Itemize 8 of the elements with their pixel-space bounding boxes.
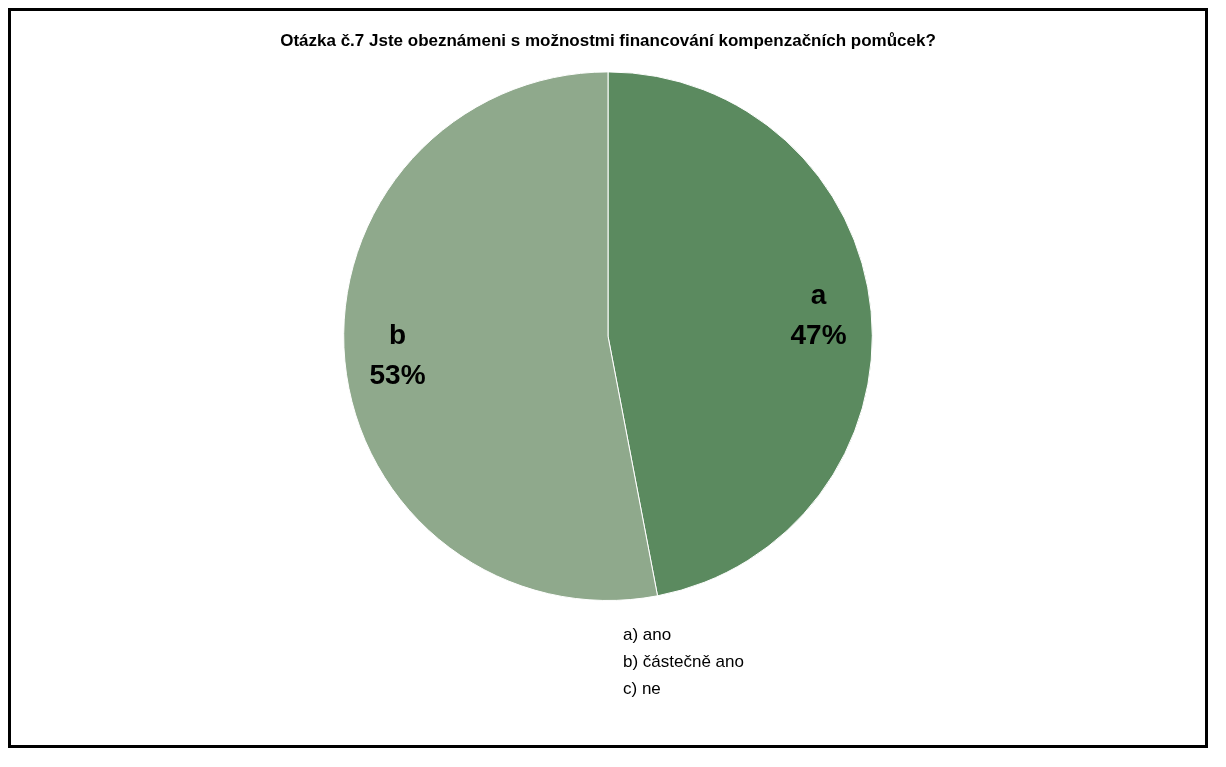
slice-label: b: [388, 318, 407, 350]
data-label: 53%: [369, 358, 426, 390]
text: c) ne: [623, 678, 662, 700]
text: b) částečně ano: [623, 651, 744, 673]
slice-label: a: [810, 279, 827, 311]
text: a) ano: [623, 624, 673, 646]
chart-title: Otázka č.7 Jste obeznámeni s možnostmi financování kompenzačních pomůcek?: [280, 30, 936, 50]
data-label: 47%: [790, 319, 847, 351]
